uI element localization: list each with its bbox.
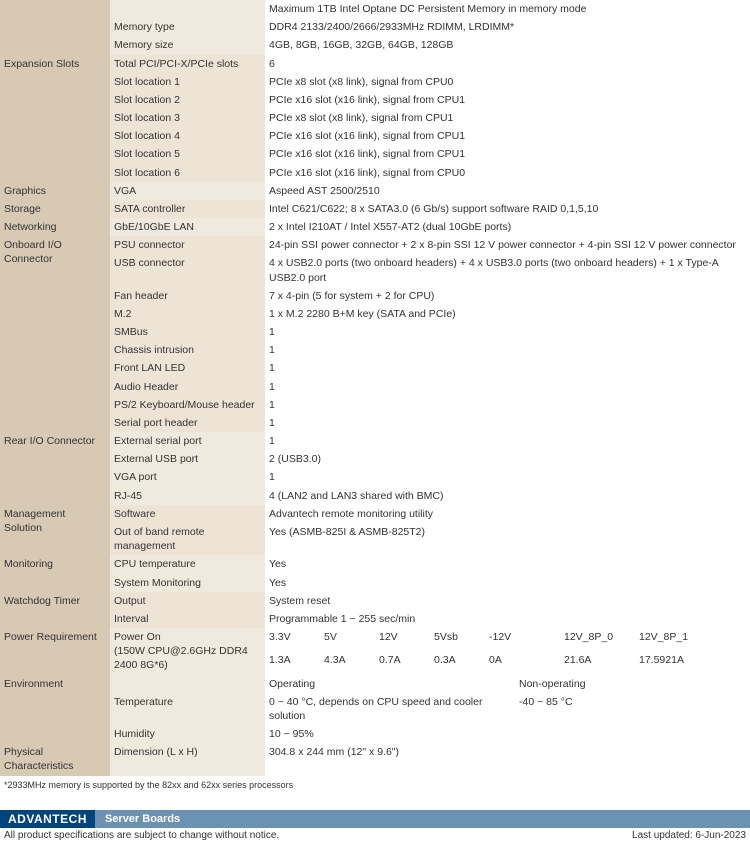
power-headers: 3.3V5V12V5Vsb-12V12V_8P_012V_8P_1: [265, 628, 750, 651]
category-cell: Graphics: [0, 182, 110, 200]
category-cell: [0, 0, 110, 55]
footnote: *2933MHz memory is supported by the 82xx…: [0, 778, 750, 792]
value-cell: 2 (USB3.0): [265, 450, 750, 468]
sub-cell: Total PCI/PCI-X/PCIe slots: [110, 55, 265, 73]
sub-cell: Output: [110, 592, 265, 610]
value-cell: Programmable 1 ~ 255 sec/min: [265, 610, 750, 628]
sub-cell: Temperature: [110, 693, 265, 725]
sub-cell: Fan header: [110, 287, 265, 305]
sub-cell: [110, 675, 265, 693]
value-cell: Aspeed AST 2500/2510: [265, 182, 750, 200]
category-cell: Monitoring: [0, 555, 110, 591]
value-cell: PCIe x16 slot (x16 link), signal from CP…: [265, 127, 750, 145]
value-cell: Yes (ASMB-825I & ASMB-825T2): [265, 523, 750, 555]
brand-logo: ADVANTECH: [0, 810, 95, 828]
category-cell: Rear I/O Connector: [0, 432, 110, 505]
value-cell: 7 x 4-pin (5 for system + 2 for CPU): [265, 287, 750, 305]
value-cell: Intel C621/C622; 8 x SATA3.0 (6 Gb/s) su…: [265, 200, 750, 218]
value-cell: 1: [265, 378, 750, 396]
sub-cell: External serial port: [110, 432, 265, 450]
sub-cell: Front LAN LED: [110, 359, 265, 377]
sub-cell: Memory type: [110, 18, 265, 36]
sub-cell: Audio Header: [110, 378, 265, 396]
env-value: 0 ~ 40 °C, depends on CPU speed and cool…: [265, 693, 750, 725]
sub-cell: Dimension (L x H): [110, 743, 265, 775]
last-updated: Last updated: 6-Jun-2023: [632, 830, 746, 841]
value-cell: 4 (LAN2 and LAN3 shared with BMC): [265, 487, 750, 505]
value-cell: DDR4 2133/2400/2666/2933MHz RDIMM, LRDIM…: [265, 18, 750, 36]
env-headers: OperatingNon-operating: [265, 675, 750, 693]
power-values: 1.3A4.3A0.7A0.3A0A21.6A17.5921A: [265, 651, 750, 674]
category-cell: Storage: [0, 200, 110, 218]
sub-cell: Out of band remote management: [110, 523, 265, 555]
bottom-line: All product specifications are subject t…: [0, 828, 750, 843]
sub-cell: Memory size: [110, 36, 265, 54]
sub-cell: PS/2 Keyboard/Mouse header: [110, 396, 265, 414]
value-cell: PCIe x8 slot (x8 link), signal from CPU0: [265, 73, 750, 91]
sub-cell: Slot location 6: [110, 164, 265, 182]
sub-cell: Interval: [110, 610, 265, 628]
category-cell: Management Solution: [0, 505, 110, 556]
disclaimer: All product specifications are subject t…: [4, 830, 279, 841]
sub-cell: Chassis intrusion: [110, 341, 265, 359]
sub-cell: SMBus: [110, 323, 265, 341]
sub-cell: USB connector: [110, 254, 265, 286]
sub-cell: PSU connector: [110, 236, 265, 254]
value-cell: Yes: [265, 574, 750, 592]
value-cell: 1: [265, 323, 750, 341]
sub-cell: Slot location 2: [110, 91, 265, 109]
value-cell: 4GB, 8GB, 16GB, 32GB, 64GB, 128GB: [265, 36, 750, 54]
sub-cell: Slot location 4: [110, 127, 265, 145]
sub-cell: Humidity: [110, 725, 265, 743]
value-cell: 1: [265, 468, 750, 486]
value-cell: 1 x M.2 2280 B+M key (SATA and PCIe): [265, 305, 750, 323]
sub-cell: VGA: [110, 182, 265, 200]
sub-cell: External USB port: [110, 450, 265, 468]
sub-cell: Slot location 1: [110, 73, 265, 91]
value-cell: 1: [265, 341, 750, 359]
value-cell: PCIe x16 slot (x16 link), signal from CP…: [265, 91, 750, 109]
sub-cell: Slot location 5: [110, 145, 265, 163]
value-cell: 24-pin SSI power connector + 2 x 8-pin S…: [265, 236, 750, 254]
sub-cell: VGA port: [110, 468, 265, 486]
category-cell: Expansion Slots: [0, 55, 110, 182]
category-cell: Power Requirement: [0, 628, 110, 675]
sub-cell: GbE/10GbE LAN: [110, 218, 265, 236]
section-title: Server Boards: [95, 810, 750, 828]
sub-cell: CPU temperature: [110, 555, 265, 573]
env-value: 10 ~ 95%: [265, 725, 750, 743]
value-cell: 1: [265, 396, 750, 414]
sub-cell: Slot location 3: [110, 109, 265, 127]
sub-cell: Serial port header: [110, 414, 265, 432]
value-cell: Advantech remote monitoring utility: [265, 505, 750, 523]
category-cell: Physical Characteristics: [0, 743, 110, 775]
value-cell: 1: [265, 414, 750, 432]
sub-cell: [110, 0, 265, 18]
value-cell: 6: [265, 55, 750, 73]
sub-cell: SATA controller: [110, 200, 265, 218]
category-cell: Onboard I/O Connector: [0, 236, 110, 432]
sub-cell: System Monitoring: [110, 574, 265, 592]
value-cell: PCIe x8 slot (x8 link), signal from CPU1: [265, 109, 750, 127]
brand-bar: ADVANTECH Server Boards: [0, 810, 750, 828]
value-cell: 4 x USB2.0 ports (two onboard headers) +…: [265, 254, 750, 286]
sub-cell: Software: [110, 505, 265, 523]
category-cell: Networking: [0, 218, 110, 236]
value-cell: System reset: [265, 592, 750, 610]
value-cell: Maximum 1TB Intel Optane DC Persistent M…: [265, 0, 750, 18]
category-cell: Environment: [0, 675, 110, 744]
sub-cell: RJ-45: [110, 487, 265, 505]
sub-cell: Power On (150W CPU@2.6GHz DDR4 2400 8G*6…: [110, 628, 265, 675]
sub-cell: M.2: [110, 305, 265, 323]
value-cell: 2 x Intel I210AT / Intel X557-AT2 (dual …: [265, 218, 750, 236]
value-cell: PCIe x16 slot (x16 link), signal from CP…: [265, 164, 750, 182]
value-cell: 1: [265, 432, 750, 450]
value-cell: PCIe x16 slot (x16 link), signal from CP…: [265, 145, 750, 163]
spec-table: Maximum 1TB Intel Optane DC Persistent M…: [0, 0, 750, 776]
value-cell: Yes: [265, 555, 750, 573]
category-cell: Watchdog Timer: [0, 592, 110, 628]
value-cell: 304.8 x 244 mm (12" x 9.6"): [265, 743, 750, 775]
value-cell: 1: [265, 359, 750, 377]
